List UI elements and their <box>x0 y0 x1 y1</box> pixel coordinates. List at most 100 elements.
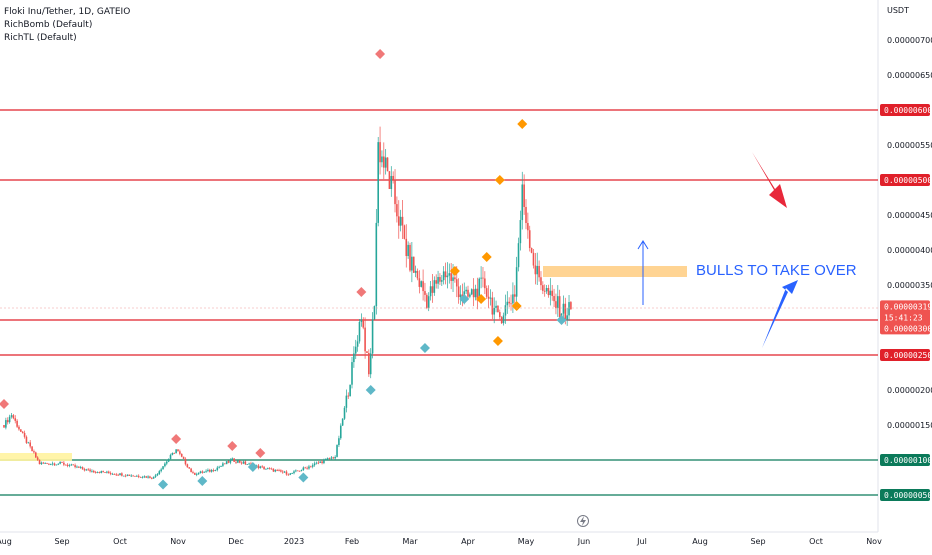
candle-body <box>534 265 537 275</box>
candle-body <box>257 465 260 469</box>
candle-body <box>186 464 189 468</box>
candle-body <box>184 458 187 465</box>
candle-body <box>12 415 15 419</box>
candle-body <box>354 346 357 354</box>
candle-body <box>321 461 323 464</box>
candle-body <box>390 175 393 189</box>
candle-body <box>124 475 127 477</box>
level-badge-500: 0.00000500000 <box>884 176 932 185</box>
candle-body <box>482 277 484 279</box>
candle-body <box>369 353 372 375</box>
candle-body <box>291 473 293 474</box>
candle-body <box>85 469 88 471</box>
candle-body <box>470 289 473 295</box>
candle-body <box>515 267 518 297</box>
candle-body <box>487 296 490 299</box>
signal-red-diamond <box>0 399 9 409</box>
signal-orange-diamond <box>476 294 487 304</box>
candle-body <box>167 459 170 462</box>
candle-body <box>274 470 277 472</box>
level-badge-600: 0.00000600000 <box>884 106 932 115</box>
candle-body <box>61 461 63 463</box>
candle-body <box>109 472 112 474</box>
lightning-icon[interactable] <box>577 515 589 527</box>
candle-body <box>281 471 284 473</box>
candle-body <box>527 223 529 231</box>
candle-body <box>177 449 179 452</box>
candle-body <box>78 466 80 468</box>
candle-body <box>128 474 131 476</box>
level-badge-100: 0.00000100000 <box>884 456 932 465</box>
candle-body <box>469 294 471 297</box>
time-tick-label: Aug <box>0 537 12 546</box>
candle-body <box>568 302 570 316</box>
candle-body <box>386 157 389 172</box>
price-tick-label: 0.00000450000 <box>887 211 932 220</box>
level-badge-600-bg <box>880 104 930 116</box>
candle-body <box>392 175 394 180</box>
candle-body <box>38 459 41 465</box>
candle-body <box>83 469 86 471</box>
candle-body <box>70 464 73 466</box>
candle-body <box>179 451 181 454</box>
candle-body <box>20 429 22 432</box>
candle-body <box>306 467 308 469</box>
candles <box>3 126 572 480</box>
candle-body <box>502 315 505 324</box>
candle-body <box>289 473 292 475</box>
candle-body <box>562 303 565 314</box>
candle-body <box>63 462 65 465</box>
candle-body <box>231 458 234 461</box>
candle-body <box>238 460 241 463</box>
candle-body <box>549 290 552 296</box>
candle-body <box>27 442 30 444</box>
candle-body <box>259 466 262 469</box>
candle-body <box>16 420 18 427</box>
candle-body <box>94 472 97 474</box>
candle-body <box>474 288 477 298</box>
price-tick-label: 0.00000400000 <box>887 246 932 255</box>
candle-body <box>429 286 432 297</box>
candle-body <box>313 463 316 466</box>
candle-body <box>454 277 456 280</box>
candle-body <box>250 463 252 465</box>
candle-body <box>119 473 121 476</box>
candle-body <box>455 279 458 287</box>
indicator-richbomb[interactable]: RichBomb (Default) <box>4 20 93 30</box>
candle-body <box>298 470 301 472</box>
candle-body <box>368 353 370 375</box>
candle-body <box>472 289 475 298</box>
candle-body <box>122 475 125 477</box>
candle-body <box>403 225 406 239</box>
candle-body <box>31 446 33 452</box>
candle-body <box>296 470 299 472</box>
candle-body <box>356 341 359 347</box>
candle-body <box>491 297 494 315</box>
candle-body <box>218 466 220 468</box>
candle-body <box>441 280 443 282</box>
candle-body <box>360 319 363 322</box>
signal-red-diamond <box>375 49 386 59</box>
level-badge-300: 0.00000300000 <box>884 324 932 333</box>
indicator-richtl[interactable]: RichTL (Default) <box>4 33 77 43</box>
candle-body <box>248 463 250 465</box>
candle-body <box>188 467 191 469</box>
candle-body <box>484 278 486 289</box>
candle-body <box>465 289 467 292</box>
signal-orange-diamond <box>449 266 460 276</box>
signal-orange-diamond <box>492 336 503 346</box>
candle-body <box>439 277 441 282</box>
candle-body <box>102 471 104 473</box>
candle-body <box>570 302 572 310</box>
bullish-arrow <box>762 280 798 348</box>
candle-body <box>304 467 307 469</box>
candle-body <box>227 461 230 463</box>
candle-body <box>553 296 555 302</box>
time-axis: Aug Sep Oct Nov Dec 2023 Feb Mar Apr May Jun Jul Aug… <box>0 537 882 546</box>
candle-body <box>547 288 550 296</box>
candle-body <box>540 277 542 286</box>
candle-body <box>201 471 204 473</box>
candle-body <box>220 465 222 467</box>
